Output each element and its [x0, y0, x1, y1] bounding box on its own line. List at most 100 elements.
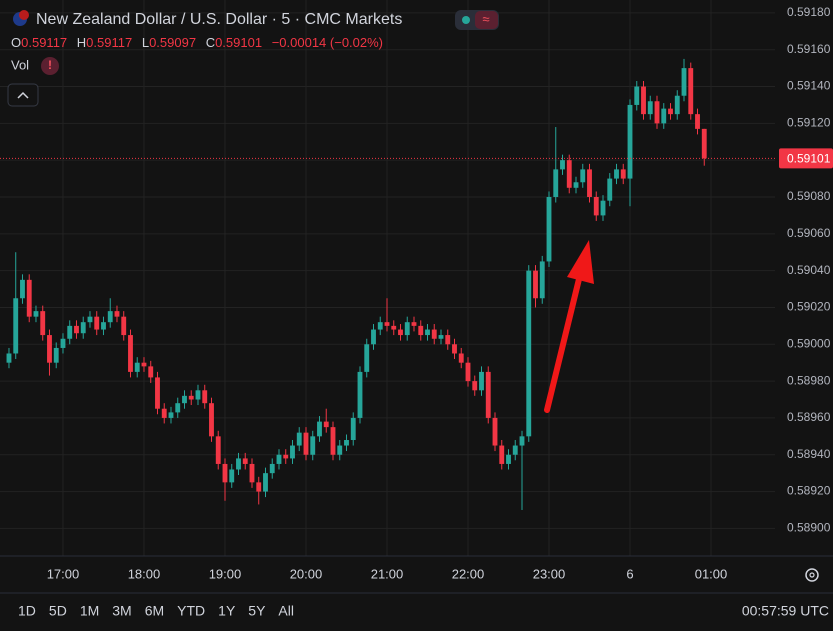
arrow-head: [567, 240, 594, 284]
range-button[interactable]: 1Y: [218, 603, 236, 619]
legend: New Zealand Dollar / U.S. Dollar · 5 · C…: [7, 10, 499, 107]
close-value: 0.59101: [215, 35, 262, 50]
candle-body: [573, 182, 579, 188]
volume-warning-icon: !: [48, 58, 52, 72]
y-tick-label: 0.58940: [787, 447, 831, 461]
candle-body: [134, 362, 140, 372]
range-button[interactable]: 3M: [112, 603, 131, 619]
candle-body: [701, 128, 707, 159]
candle-body: [161, 408, 167, 418]
x-tick-label: 22:00: [452, 566, 485, 581]
candle-body: [519, 436, 525, 446]
candle-body: [364, 344, 370, 372]
candle-body: [404, 322, 410, 336]
candle-body: [202, 390, 208, 404]
candle-body: [593, 196, 599, 216]
candle-body: [290, 445, 295, 459]
x-tick-label: 18:00: [128, 566, 161, 581]
range-button[interactable]: 6M: [145, 603, 164, 619]
candle-body: [506, 454, 511, 464]
y-tick-label: 0.59160: [787, 42, 831, 56]
candle-body: [263, 473, 268, 492]
candle-body: [222, 463, 228, 483]
arrow-shaft: [544, 272, 583, 413]
candle-body: [688, 68, 694, 115]
x-tick-label: 23:00: [533, 566, 566, 581]
candle-body: [695, 114, 700, 129]
candle-body: [371, 329, 376, 345]
candle-body: [647, 101, 653, 115]
candle-body: [350, 417, 356, 441]
candle-body: [276, 454, 282, 464]
candle-body: [620, 169, 626, 179]
candle-body: [526, 270, 532, 437]
range-button[interactable]: 5D: [49, 603, 67, 619]
candle-body: [418, 325, 424, 336]
range-button[interactable]: 1D: [18, 603, 36, 619]
y-tick-label: 0.59080: [787, 189, 831, 203]
candle-body: [458, 353, 464, 363]
candle-body: [60, 338, 66, 348]
candle-body: [377, 322, 383, 330]
candle-body: [465, 362, 471, 382]
range-toolbar: 1D 5D 1M 3M 6M YTD 1Y 5Y All: [18, 603, 294, 619]
candle-body: [195, 390, 201, 400]
candle-body: [391, 325, 397, 330]
y-tick-label: 0.59000: [787, 336, 831, 350]
candle-body: [236, 458, 241, 470]
candle-body: [242, 458, 248, 464]
gear-center: [809, 572, 815, 578]
candle-body: [600, 200, 606, 216]
y-tick-label: 0.59040: [787, 263, 831, 277]
candle-body: [668, 108, 673, 115]
x-tick-label: 01:00: [695, 566, 728, 581]
flag-icon-overlay: [19, 10, 29, 20]
candle-body: [128, 335, 133, 372]
x-tick-label: 19:00: [209, 566, 242, 581]
candle-body: [607, 178, 613, 201]
open-label: O: [11, 35, 21, 50]
y-tick-label: 0.58900: [787, 521, 831, 535]
range-button[interactable]: 1M: [80, 603, 99, 619]
candle-body: [512, 445, 518, 455]
candle-body: [317, 421, 322, 437]
volume-warning[interactable]: [41, 57, 59, 75]
candle-body: [357, 371, 363, 418]
candle-body: [641, 86, 646, 115]
candle-body: [323, 421, 329, 428]
y-tick-label: 0.59120: [787, 116, 831, 130]
candle-body: [566, 160, 572, 188]
candle-body: [148, 366, 154, 378]
candle-body: [6, 353, 12, 363]
high-label: H: [77, 35, 86, 50]
candle-body: [26, 279, 32, 317]
volume-label: Vol: [11, 57, 29, 72]
candle-body: [74, 325, 79, 334]
candle-body: [337, 445, 343, 455]
candle-body: [296, 432, 302, 446]
candle-body: [479, 371, 484, 391]
settings-button[interactable]: [805, 568, 819, 582]
candle-body: [384, 322, 390, 326]
candle-body: [539, 261, 545, 299]
candle-body: [53, 347, 59, 363]
x-tick-label: 6: [626, 566, 633, 581]
candle-body: [654, 101, 660, 124]
candle-body: [80, 322, 86, 334]
candle-body: [67, 325, 73, 339]
candle-body: [188, 395, 194, 400]
collapse-button[interactable]: [7, 83, 39, 107]
range-button[interactable]: All: [278, 603, 294, 619]
last-price-tag: [779, 148, 833, 169]
high-value: 0.59117: [86, 35, 132, 50]
candle-body: [269, 463, 275, 474]
candle-body: [310, 436, 316, 455]
range-button[interactable]: YTD: [177, 603, 205, 619]
candle-body: [94, 316, 100, 330]
candle-body: [661, 108, 667, 124]
range-button[interactable]: 5Y: [248, 603, 266, 619]
candle-body: [425, 329, 430, 336]
status-pill-right: [475, 11, 498, 29]
